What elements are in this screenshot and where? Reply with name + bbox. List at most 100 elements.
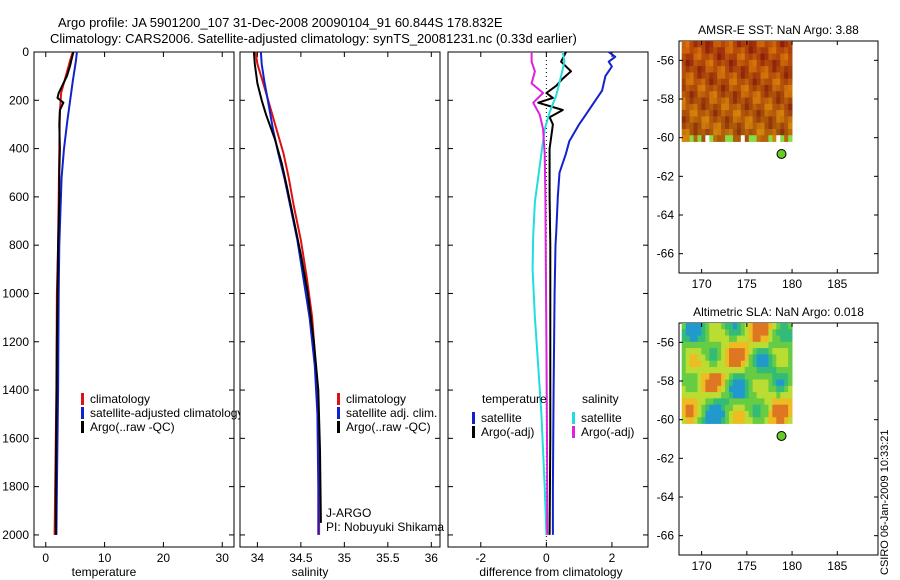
sst_map-field-cell	[780, 84, 785, 92]
sst_map-field-cell	[764, 128, 769, 136]
sst_map-field-cell	[748, 47, 754, 54]
sst_map-field-cell	[784, 53, 789, 61]
sst_map-field-cell	[752, 135, 757, 142]
sst_map-field-cell	[776, 66, 781, 73]
sst_map-field-cell	[780, 97, 785, 105]
sst_map-field-cell	[685, 97, 690, 105]
sla_map-field-cell	[744, 417, 750, 424]
sla_map-field-cell	[776, 341, 781, 349]
sst_map-field-cell	[740, 53, 746, 61]
sst_map-field-cell	[729, 91, 734, 98]
sst_map-field-cell	[689, 128, 694, 136]
sst_map-y-tick-label: -66	[657, 247, 675, 261]
sst_map-field-cell	[784, 59, 789, 67]
sst_map-field-cell	[784, 116, 789, 124]
sst_map-field-cell	[701, 110, 706, 117]
sst_map-field-cell	[709, 110, 714, 117]
sst_map-field-cell	[744, 91, 750, 98]
sla_map-field-cell	[681, 385, 687, 393]
sst_map-field-cell	[764, 41, 769, 48]
sla_map-field-cell	[764, 410, 769, 418]
temperature-series-line	[54, 51, 75, 535]
sst_map-field-cell	[732, 97, 738, 105]
temperature-y-tick-label: 1600	[2, 431, 29, 445]
temperature-y-tick-label: 800	[9, 238, 29, 252]
sla_map-field-cell	[732, 398, 738, 406]
sst_map-field-cell	[748, 41, 754, 48]
sst_map-field-cell	[740, 84, 746, 92]
sst_map-field-cell	[725, 59, 730, 67]
sst_map-field-cell	[740, 78, 746, 86]
sst_map-field-cell	[717, 84, 722, 92]
sst_map-field-cell	[732, 84, 738, 92]
sst_map-field-cell	[732, 128, 738, 136]
sst_map-field-cell	[740, 103, 746, 111]
sla_map-field-cell	[701, 354, 706, 362]
temperature-y-tick-label: 2000	[2, 528, 29, 542]
sst_map-x-tick-label: 175	[737, 277, 757, 291]
sla_map-field-cell	[748, 329, 754, 336]
sst_map-field-cell	[768, 66, 773, 73]
sst_map-field-cell	[764, 47, 769, 54]
sla_map-field-cell	[760, 354, 765, 362]
sst_map-field-cell	[697, 122, 702, 130]
sst_map-field-cell	[717, 78, 722, 86]
sst_map-field-cell	[744, 135, 750, 142]
sst_map-field-cell	[768, 135, 773, 142]
sla_map-field-cell	[740, 404, 746, 412]
difference-legend-swatch	[572, 412, 575, 424]
sla_map-field-cell	[772, 398, 777, 406]
sst_map-field-cell	[744, 128, 750, 136]
sst_map-field-cell	[705, 116, 710, 124]
sst_map-field-cell	[740, 135, 746, 142]
temperature-x-tick-label: 30	[216, 551, 230, 565]
sst_map-y-tick-label: -60	[657, 131, 675, 145]
temperature-panel: 0 10 20 30 temperature 0 200 400 600 800 1000 1200 1…	[2, 45, 243, 579]
sst_map-field-cell	[736, 116, 742, 124]
sst_map-field-cell	[744, 103, 750, 111]
sst_map-field-cell	[721, 97, 726, 105]
sla_map-field-cell	[736, 348, 742, 355]
sla_map-field-cell	[709, 323, 714, 330]
sla_map-field-cell	[709, 341, 714, 349]
sst_map-field-cell	[697, 103, 702, 111]
sla_map-field-cell	[768, 417, 773, 424]
sst_map-field-cell	[764, 72, 769, 80]
sst_map-y-tick-label: -56	[657, 53, 675, 67]
sla_map-field-cell	[772, 354, 777, 362]
sla_map-field-cell	[788, 354, 793, 362]
sla_map-field-cell	[705, 366, 710, 374]
sst_map-field-cell	[736, 59, 742, 67]
sla_map-field	[681, 323, 793, 424]
difference-series-line	[530, 52, 549, 535]
sst_map-field-cell	[717, 41, 722, 48]
sla_map-field-cell	[701, 417, 706, 424]
difference-series-line	[551, 51, 617, 535]
difference-legend-label: satellite	[581, 411, 622, 425]
sla_map-field-cell	[697, 341, 702, 349]
sst_map-field-cell	[705, 84, 710, 92]
sla_map-field-cell	[689, 398, 694, 406]
sst_map-field-cell	[740, 116, 746, 124]
sst_map-field-cell	[689, 47, 694, 54]
sst_map-field-cell	[776, 91, 781, 98]
sla_map-field-cell	[701, 329, 706, 336]
sst_map-field-cell	[736, 91, 742, 98]
sla_map-field-cell	[685, 410, 690, 418]
sst_map-field-cell	[760, 135, 765, 142]
sla_map-field-cell	[721, 360, 726, 368]
sst_map-field-cell	[772, 78, 777, 86]
sst_map-field-cell	[681, 66, 687, 73]
sla_map-field-cell	[756, 417, 761, 424]
sla_map-field-cell	[689, 354, 694, 362]
sst_map-field-cell	[760, 59, 765, 67]
sla_map-field-cell	[776, 410, 781, 418]
sst_map-field-cell	[693, 72, 698, 80]
sst_map-field-cell	[772, 91, 777, 98]
sla_map-field-cell	[784, 366, 789, 374]
sla_map-field-cell	[721, 348, 726, 355]
sst_map-field-cell	[776, 103, 781, 111]
sst_map-field-cell	[748, 53, 754, 61]
sla_map-field-cell	[752, 329, 757, 336]
